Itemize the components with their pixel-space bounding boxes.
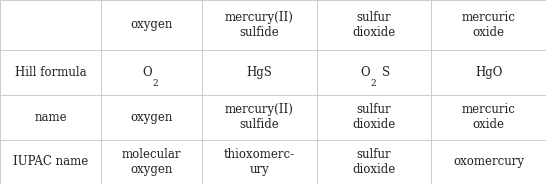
Text: 2: 2 — [152, 79, 158, 88]
Text: 2: 2 — [370, 79, 376, 88]
Text: oxygen: oxygen — [130, 18, 173, 31]
Text: sulfur
dioxide: sulfur dioxide — [352, 148, 396, 176]
Text: thioxomerc-
ury: thioxomerc- ury — [224, 148, 295, 176]
Text: Hill formula: Hill formula — [15, 66, 86, 79]
Text: sulfur
dioxide: sulfur dioxide — [352, 103, 396, 131]
Text: molecular
oxygen: molecular oxygen — [122, 148, 181, 176]
Text: mercuric
oxide: mercuric oxide — [462, 11, 515, 39]
Text: mercury(II)
sulfide: mercury(II) sulfide — [225, 103, 294, 131]
Text: IUPAC name: IUPAC name — [13, 155, 88, 168]
Text: name: name — [34, 111, 67, 124]
Text: HgO: HgO — [475, 66, 502, 79]
Text: S: S — [382, 66, 390, 79]
Text: oxomercury: oxomercury — [453, 155, 524, 168]
Text: mercuric
oxide: mercuric oxide — [462, 103, 515, 131]
Text: oxygen: oxygen — [130, 111, 173, 124]
Text: HgS: HgS — [246, 66, 272, 79]
Text: O: O — [360, 66, 370, 79]
Text: mercury(II)
sulfide: mercury(II) sulfide — [225, 11, 294, 39]
Text: sulfur
dioxide: sulfur dioxide — [352, 11, 396, 39]
Text: O: O — [142, 66, 151, 79]
